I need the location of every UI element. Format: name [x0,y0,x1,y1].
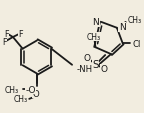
Text: F: F [18,29,23,38]
Text: N: N [119,23,126,32]
Text: CH₃: CH₃ [4,85,19,94]
Text: N: N [93,18,99,27]
Text: O: O [101,65,108,74]
Text: S: S [92,59,99,69]
Text: Cl: Cl [132,39,141,48]
Text: O: O [33,89,39,98]
Text: O: O [83,54,90,63]
Text: -O: -O [25,85,36,94]
Text: F: F [2,38,6,47]
Text: CH₃: CH₃ [128,16,142,25]
Text: CH₃: CH₃ [13,94,27,103]
Text: CH₃: CH₃ [86,33,101,42]
Text: -NH: -NH [77,65,93,74]
Text: F: F [4,29,8,38]
